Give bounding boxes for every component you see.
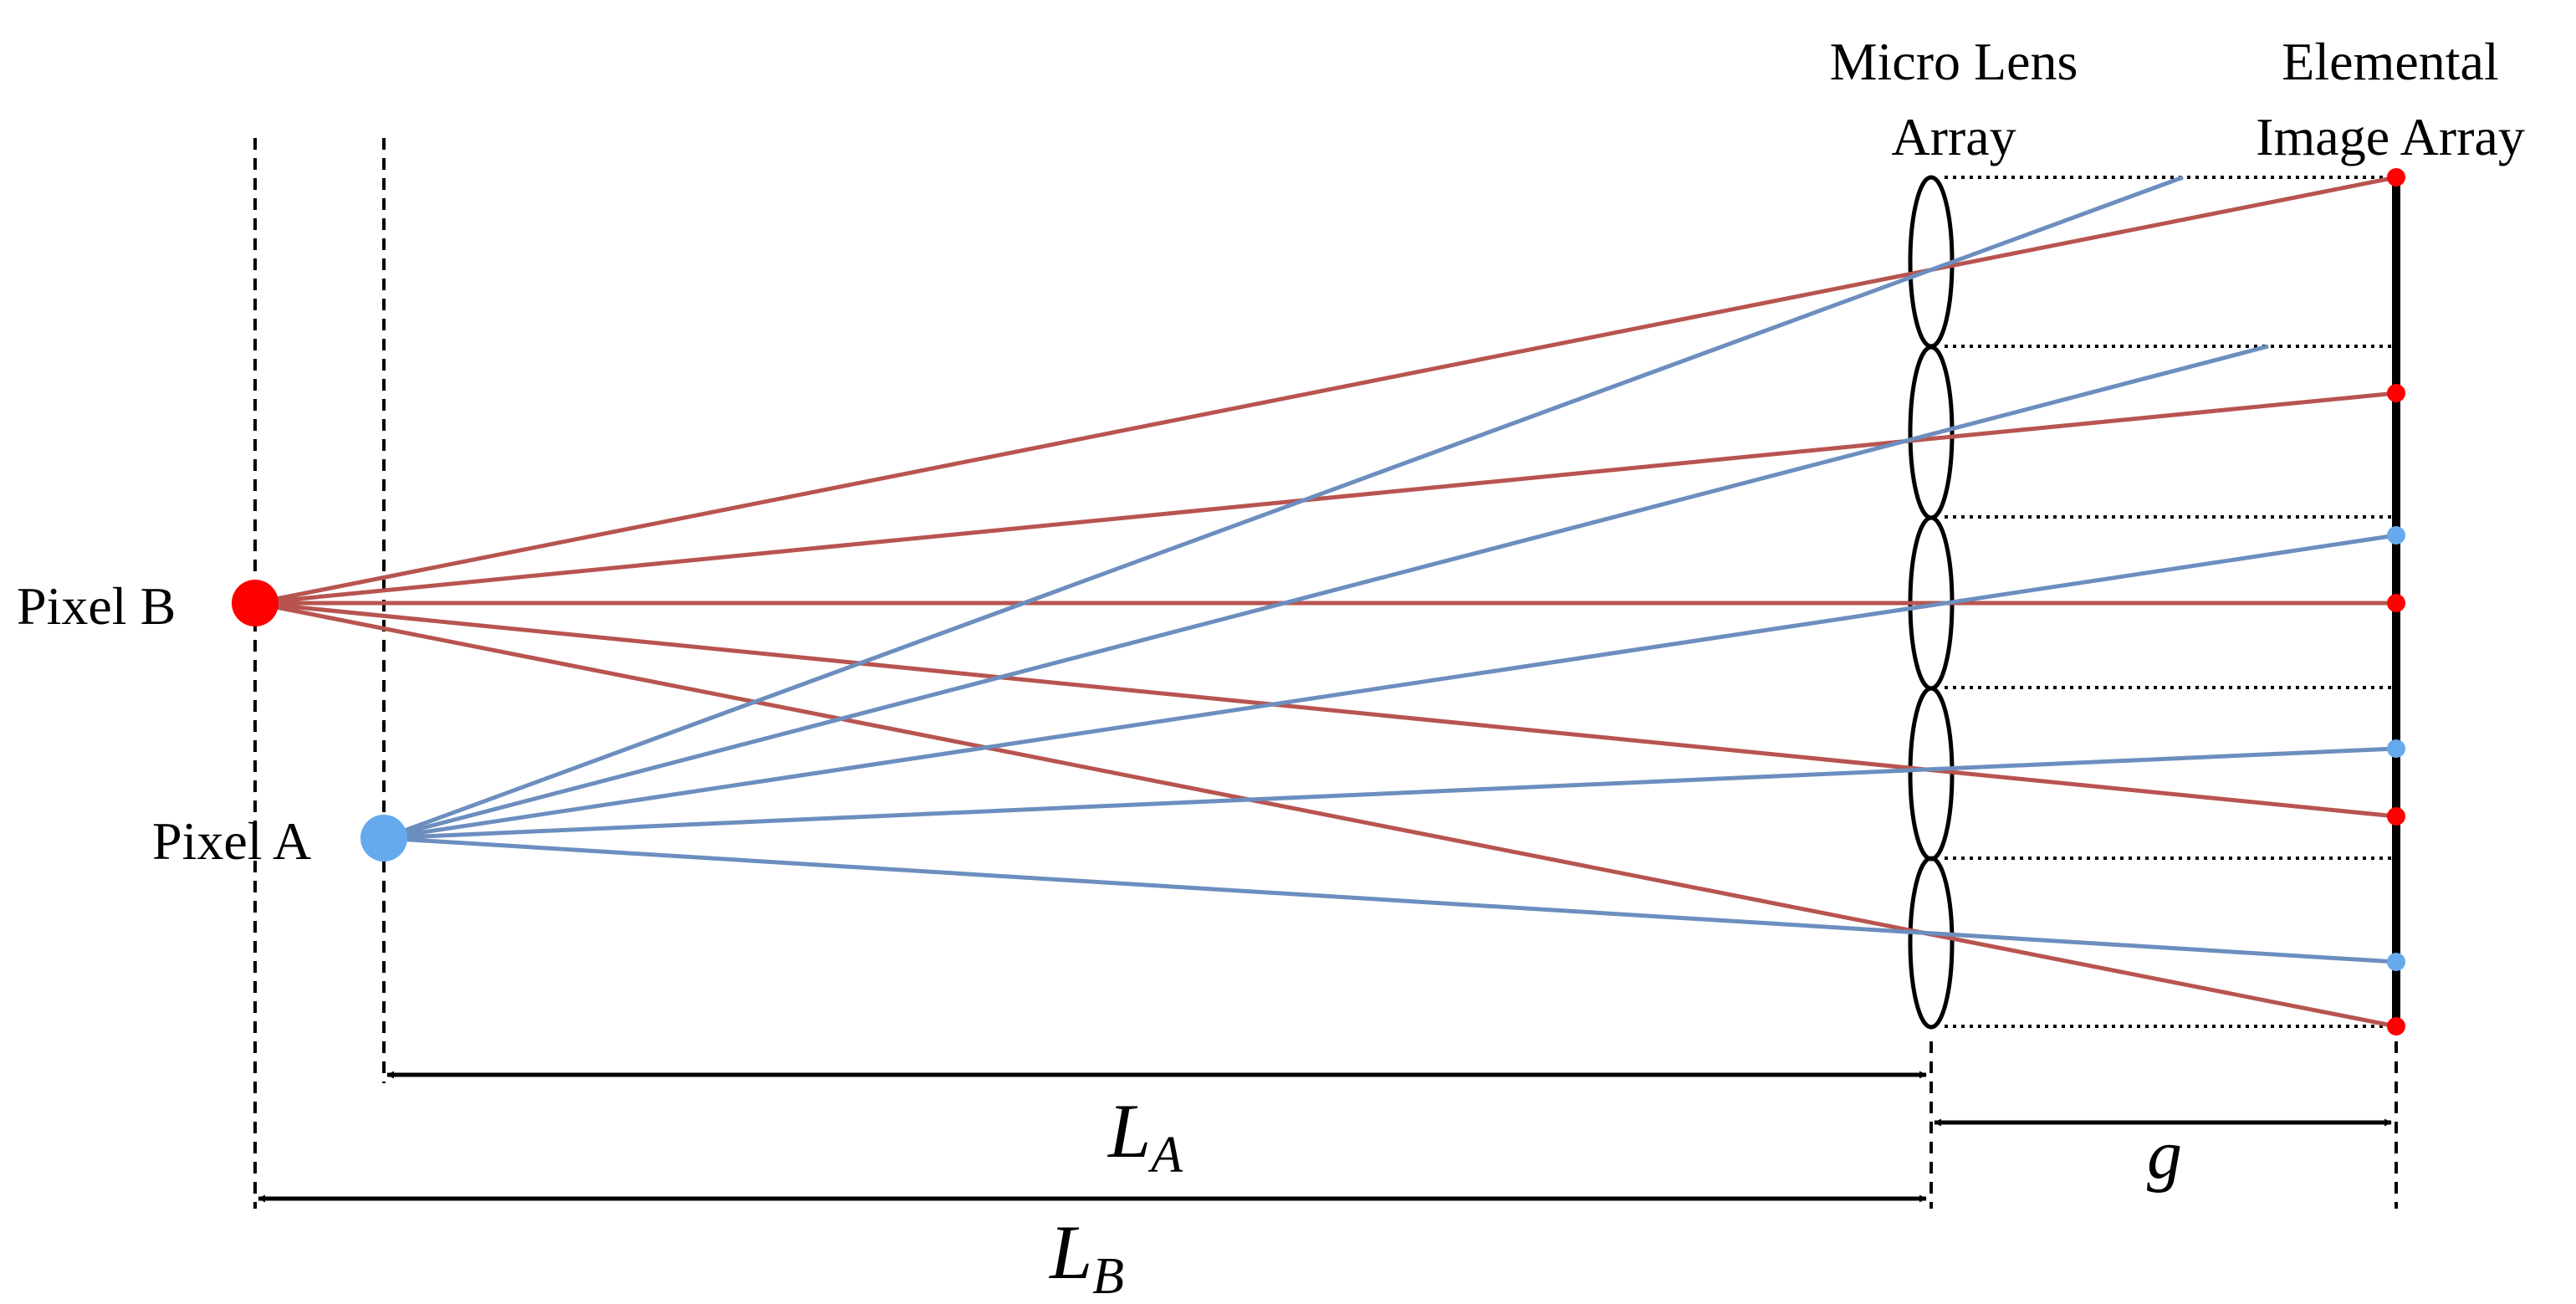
rays-pixel-a (383, 175, 2397, 964)
micro-lens (1908, 686, 1955, 862)
pixel-a-label: Pixel A (152, 811, 311, 871)
la-label: LA (1107, 1088, 1183, 1184)
image-point-a (2387, 739, 2405, 758)
micro-lens-array-label-line2: Array (1891, 107, 2016, 166)
micro-lens-array-label-line1: Micro Lens (1830, 32, 2078, 91)
ray-b (254, 601, 2397, 1029)
image-point-b (2387, 594, 2405, 612)
pixel-a-point (360, 815, 407, 862)
elemental-image-array-label-line1: Elemental (2282, 32, 2498, 91)
lb-label: LB (1048, 1209, 1124, 1304)
ray-a (383, 344, 2269, 841)
ray-a (383, 175, 2184, 841)
ray-a (383, 836, 2397, 964)
image-points (2387, 168, 2405, 1036)
image-point-b (2387, 168, 2405, 187)
lb-main: L (1048, 1209, 1092, 1295)
elemental-image-array-label-line2: Image Array (2256, 107, 2525, 166)
image-point-a (2387, 526, 2405, 545)
image-point-b (2387, 807, 2405, 826)
rays-pixel-b (254, 175, 2397, 1029)
la-subscript: A (1147, 1127, 1183, 1184)
ray-a (383, 533, 2397, 841)
reference-lines (253, 138, 2398, 1209)
micro-lens (1908, 856, 1955, 1030)
pixel-b-point (232, 580, 279, 626)
pixel-b-label: Pixel B (17, 576, 176, 636)
dimension-arrows (258, 1071, 2392, 1203)
ray-b (254, 391, 2397, 606)
image-point-a (2387, 953, 2405, 971)
ray-a (383, 746, 2397, 841)
ray-b (254, 175, 2397, 606)
g-label: g (2147, 1116, 2182, 1194)
micro-lens (1908, 175, 1955, 349)
la-main: L (1107, 1088, 1151, 1174)
lb-subscript: B (1092, 1248, 1124, 1304)
lens-boundary-guides (1945, 176, 2396, 1028)
ray-b (254, 601, 2397, 819)
image-point-b (2387, 384, 2405, 402)
image-point-b (2387, 1017, 2405, 1036)
